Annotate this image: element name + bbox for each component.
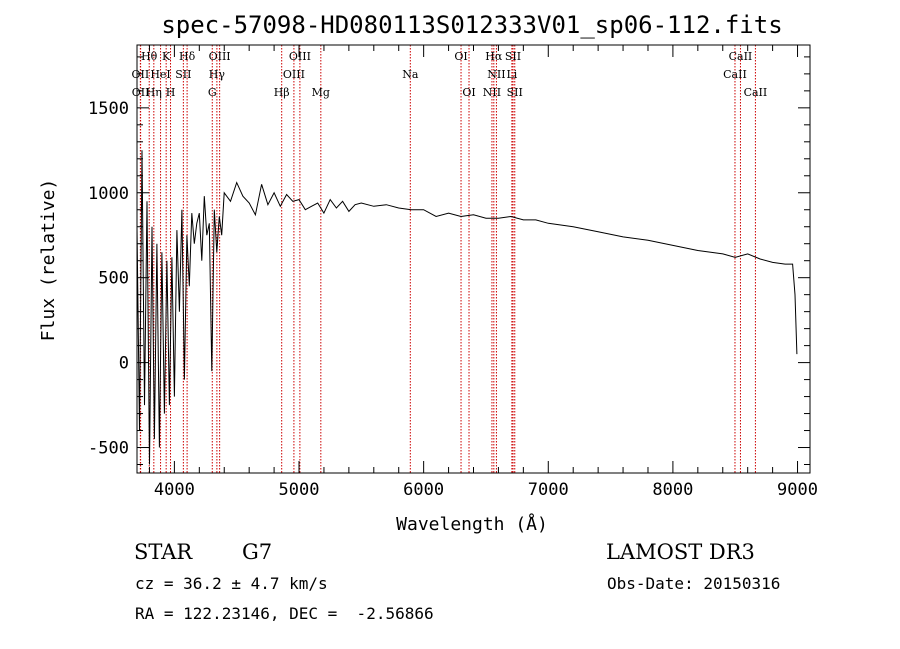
line-label: K bbox=[162, 50, 171, 63]
x-axis-label: Wavelength (Å) bbox=[396, 513, 548, 535]
line-label: Mg bbox=[312, 86, 330, 99]
line-label: Hθ bbox=[141, 50, 158, 63]
line-label: H bbox=[166, 86, 176, 99]
line-label: Na bbox=[402, 68, 419, 81]
line-labels: Hθ OII OII K HeI Hη SII H Hδ OIII Hγ G Hβ OIII OIII Mg N… bbox=[132, 50, 768, 99]
observation-date: Obs-Date: 20150316 bbox=[607, 574, 781, 593]
line-label: Hα bbox=[485, 50, 503, 63]
line-label: Hγ bbox=[209, 68, 226, 81]
line-label: Li bbox=[506, 68, 517, 81]
line-label: CaII bbox=[729, 50, 753, 63]
y-axis-label: Flux (relative) bbox=[38, 179, 59, 342]
x-tick-label: 7000 bbox=[528, 480, 569, 500]
line-label: HeI bbox=[150, 68, 170, 81]
line-label: CaII bbox=[744, 86, 768, 99]
line-label: OI bbox=[454, 50, 467, 63]
x-tick-label: 5000 bbox=[279, 480, 320, 500]
line-label: OI bbox=[462, 86, 475, 99]
line-label: OII bbox=[132, 68, 150, 81]
y-tick-label: 1500 bbox=[88, 99, 129, 119]
line-label: CaII bbox=[723, 68, 747, 81]
x-tick-label: 8000 bbox=[652, 480, 693, 500]
line-label: Hη bbox=[146, 86, 162, 99]
line-label: Hδ bbox=[179, 50, 196, 63]
survey-name: LAMOST DR3 bbox=[606, 540, 755, 564]
object-class: STAR bbox=[134, 540, 193, 564]
line-label: SII bbox=[505, 50, 521, 63]
line-label: Hβ bbox=[274, 86, 290, 99]
line-label: SII bbox=[507, 86, 523, 99]
x-tick-label: 9000 bbox=[777, 480, 818, 500]
object-subclass: G7 bbox=[242, 540, 273, 564]
y-tick-label: 0 bbox=[119, 354, 129, 374]
line-label: SII bbox=[175, 68, 191, 81]
y-tick-label: -500 bbox=[88, 439, 129, 459]
plot-frame bbox=[136, 44, 811, 474]
chart-title: spec-57098-HD080113S012333V01_sp06-112.f… bbox=[161, 11, 782, 39]
spectrum-line bbox=[136, 150, 798, 465]
sky-coordinates: RA = 122.23146, DEC = -2.56866 bbox=[135, 604, 434, 623]
line-label: OIII bbox=[289, 50, 311, 63]
line-label: G bbox=[208, 86, 217, 99]
line-label: OIII bbox=[209, 50, 231, 63]
axis-ticks: 4000 5000 6000 7000 8000 9000 -500 0 500 1000 1500 bbox=[88, 45, 818, 500]
x-tick-label: 6000 bbox=[403, 480, 444, 500]
line-label: NII bbox=[487, 68, 505, 81]
line-label: OII bbox=[132, 86, 150, 99]
y-tick-label: 500 bbox=[98, 269, 129, 289]
x-tick-label: 4000 bbox=[154, 480, 195, 500]
line-markers bbox=[139, 45, 756, 473]
line-label: OIII bbox=[283, 68, 305, 81]
redshift-velocity: cz = 36.2 ± 4.7 km/s bbox=[135, 574, 328, 593]
line-label: NII bbox=[483, 86, 501, 99]
y-tick-label: 1000 bbox=[88, 184, 129, 204]
